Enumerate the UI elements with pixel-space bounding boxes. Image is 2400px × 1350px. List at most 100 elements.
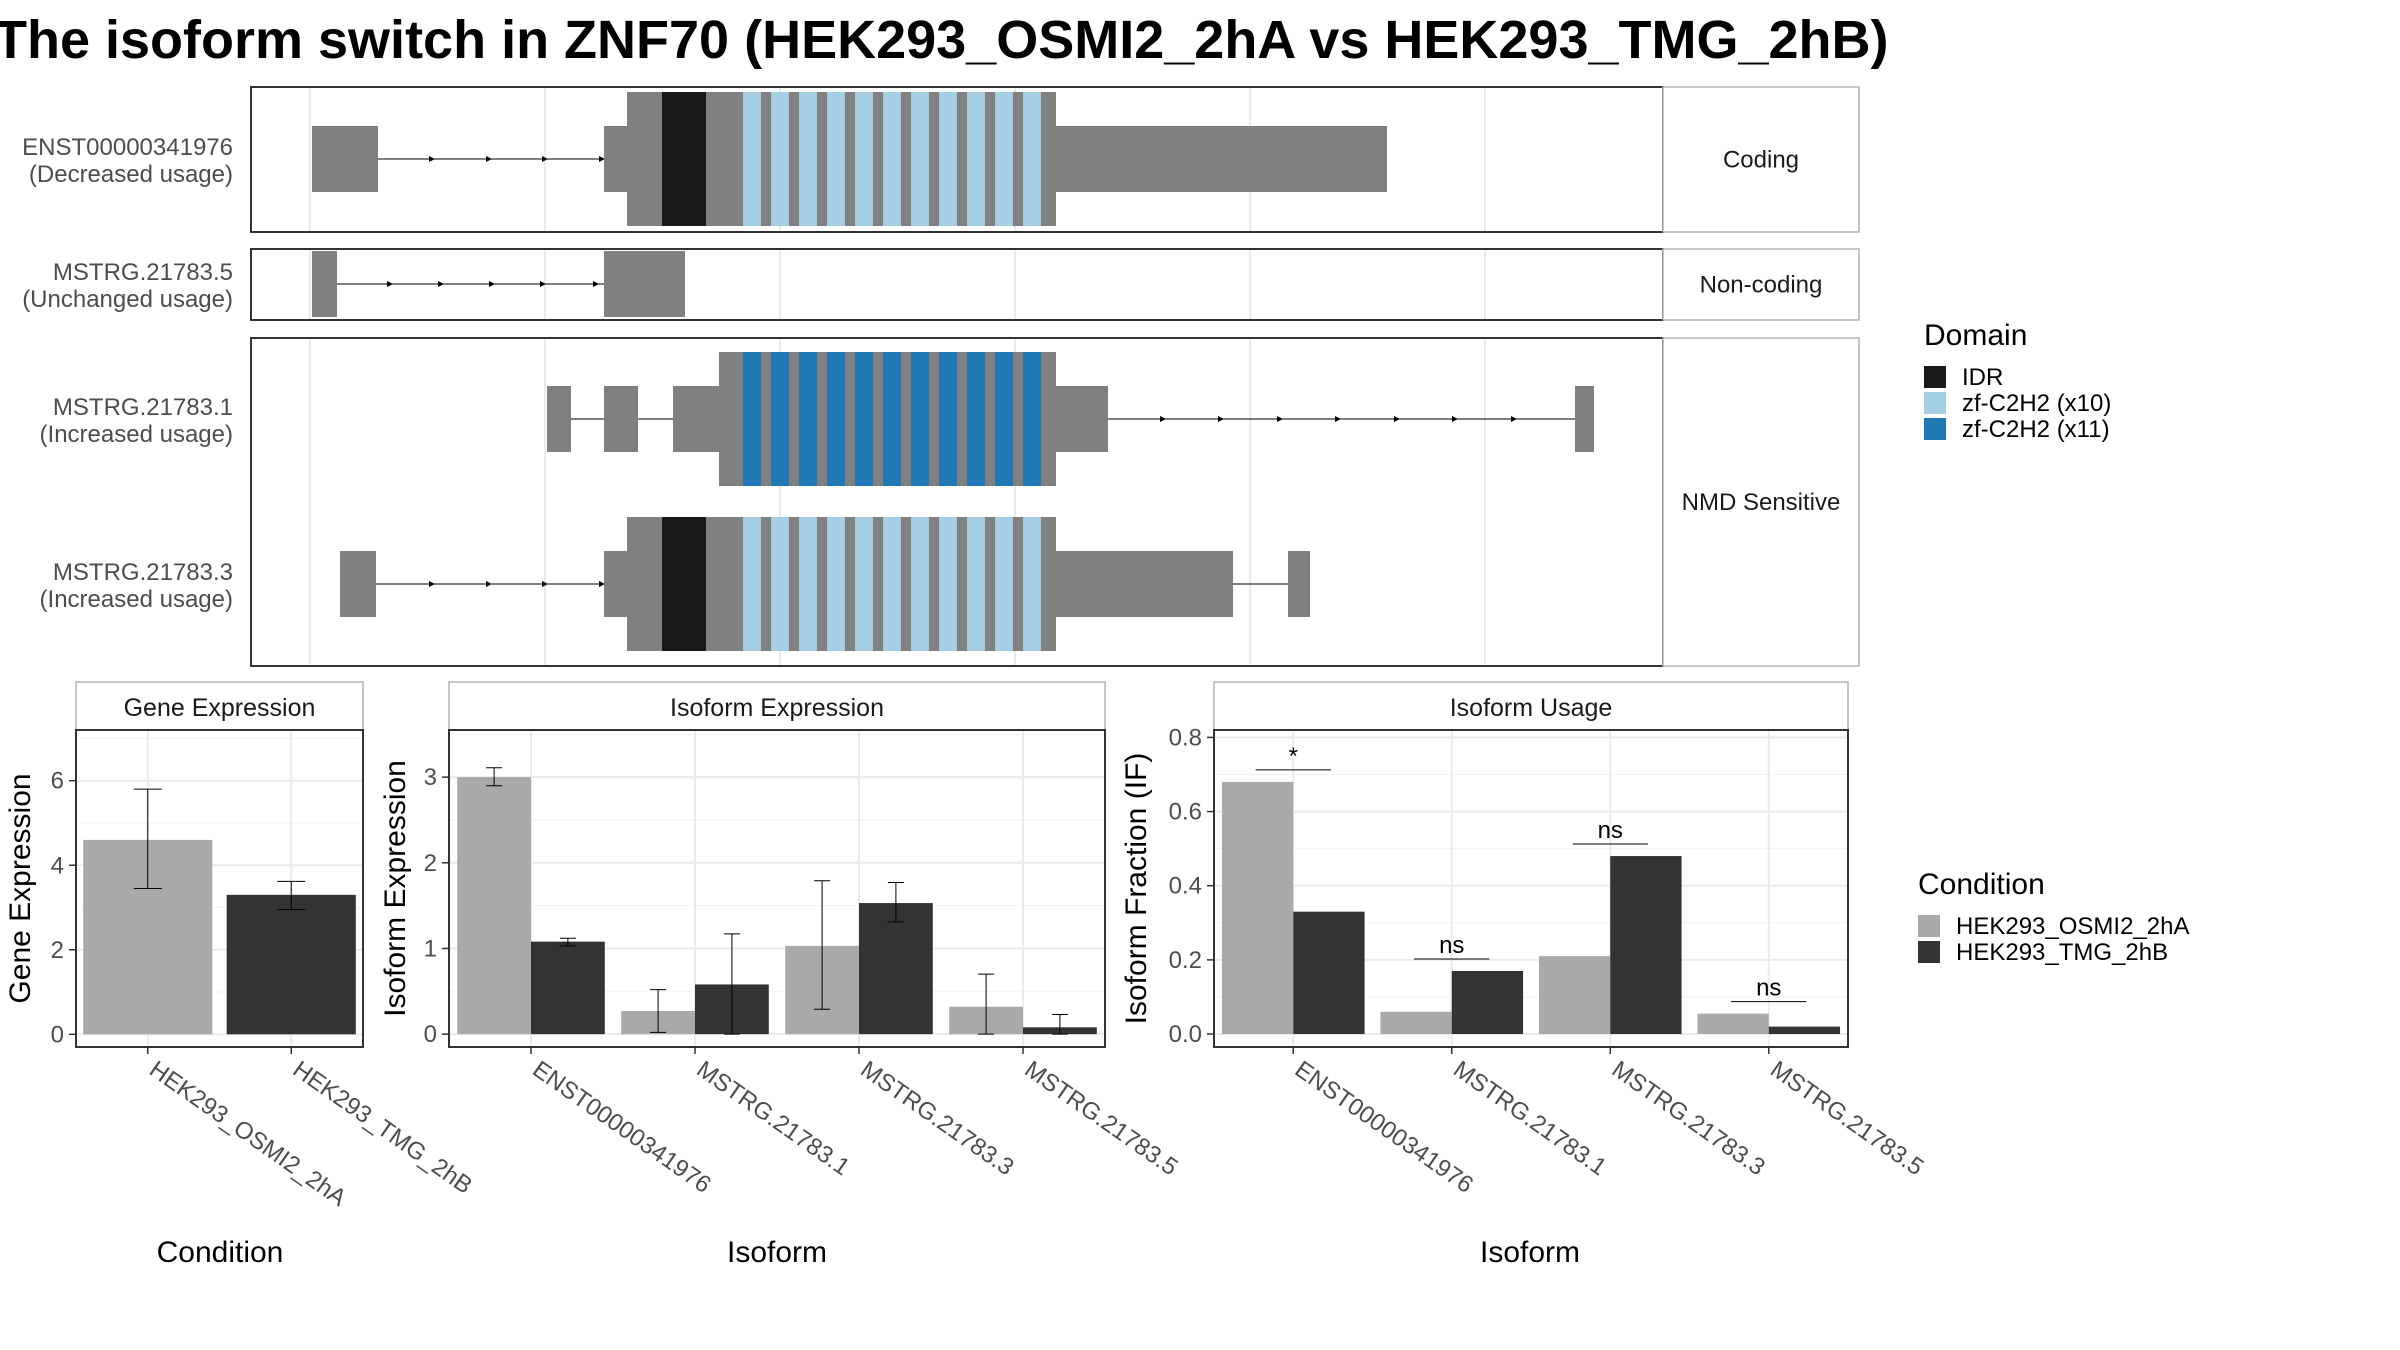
- bar: [1293, 911, 1365, 1035]
- transcript-id-label: MSTRG.21783.5: [53, 259, 233, 286]
- intron-arrow: [486, 156, 492, 162]
- significance-label: *: [1289, 743, 1298, 770]
- domain-legend-label: IDR: [1962, 364, 2003, 391]
- facet-strip: [1662, 337, 1860, 667]
- bar: [1538, 956, 1611, 1035]
- domain-segment: [911, 92, 929, 226]
- figure-title: The isoform switch in ZNF70 (HEK293_OSMI…: [0, 10, 1889, 70]
- x-tick-label: MSTRG.21783.5: [1765, 1056, 1928, 1181]
- domain-legend-label: zf-C2H2 (x11): [1962, 416, 2110, 443]
- bar: [1768, 1026, 1841, 1035]
- chart-2: Isoform Expression0123ENST00000341976MST…: [379, 681, 1183, 1269]
- x-tick-label: MSTRG.21783.1: [1448, 1056, 1611, 1181]
- domain-segment: [743, 92, 761, 226]
- bar: [531, 941, 605, 1035]
- x-axis-title: Condition: [157, 1236, 284, 1269]
- exon: [604, 251, 685, 317]
- y-tick-label: 6: [51, 768, 64, 795]
- chart-strip: [1213, 681, 1849, 731]
- domain-segment: [995, 352, 1013, 486]
- domain-segment: [967, 517, 985, 651]
- intron-arrow: [429, 156, 435, 162]
- utr-exon: [1056, 551, 1233, 617]
- transcript-structure-panel: Coding Non-coding NMD Sensitive ENST0000034…: [22, 86, 1860, 667]
- utr-exon: [604, 126, 627, 192]
- chart-panel-border: [75, 729, 364, 1048]
- domain-segment: [967, 352, 985, 486]
- intron-arrow: [486, 581, 492, 587]
- x-tick-label: MSTRG.21783.5: [1020, 1056, 1183, 1181]
- domain-legend-key: [1924, 418, 1946, 440]
- y-tick-label: 0.0: [1169, 1021, 1202, 1048]
- bar: [1451, 970, 1524, 1035]
- bar: [1610, 856, 1682, 1035]
- y-tick-label: 1: [424, 935, 437, 962]
- facet-strip: [1662, 86, 1860, 233]
- domain-legend-label: zf-C2H2 (x10): [1962, 390, 2111, 417]
- chart-title: Isoform Expression: [670, 694, 884, 722]
- domain-segment: [1023, 517, 1041, 651]
- condition-legend-label: HEK293_OSMI2_2hA: [1956, 913, 2189, 940]
- intron-arrow: [1218, 416, 1224, 422]
- significance-label: ns: [1598, 817, 1623, 844]
- utr-exon: [312, 126, 378, 192]
- intron-arrow: [1335, 416, 1341, 422]
- transcript-id-label: MSTRG.21783.1: [53, 394, 233, 421]
- intron-arrow: [387, 281, 393, 287]
- chart-panel-border: [1213, 729, 1849, 1048]
- domain-segment: [939, 352, 957, 486]
- domain-segment: [771, 517, 789, 651]
- y-axis-title: Isoform Expression: [379, 760, 412, 1017]
- exon: [1288, 551, 1310, 617]
- chart-title: Gene Expression: [124, 694, 316, 722]
- x-tick-label: MSTRG.21783.1: [692, 1056, 855, 1181]
- domain-segment: [883, 92, 901, 226]
- transcript-id-label: MSTRG.21783.3: [53, 559, 233, 586]
- intron-arrow: [540, 281, 546, 287]
- chart-title: Isoform Usage: [1450, 694, 1613, 722]
- facet-strip-label: Non-coding: [1700, 272, 1823, 299]
- condition-legend-key: [1918, 941, 1940, 963]
- bar: [1697, 1013, 1769, 1035]
- domain-segment: [911, 517, 929, 651]
- bar: [859, 903, 933, 1035]
- intron-arrow: [1452, 416, 1458, 422]
- chart-strip: [448, 681, 1106, 731]
- facet-strip: [1662, 248, 1860, 321]
- intron-arrow: [593, 281, 599, 287]
- domain-segment: [799, 92, 817, 226]
- intron-arrow: [489, 281, 495, 287]
- domain-segment: [827, 352, 845, 486]
- utr-exon: [1056, 126, 1387, 192]
- condition-legend-label: HEK293_TMG_2hB: [1956, 939, 2168, 966]
- domain-segment: [771, 92, 789, 226]
- y-axis-title: Gene Expression: [4, 773, 37, 1003]
- bar: [1221, 781, 1294, 1035]
- intron-arrow: [429, 581, 435, 587]
- exon: [1575, 386, 1594, 452]
- domain-segment: [743, 352, 761, 486]
- utr-exon: [1056, 386, 1108, 452]
- facet-strip-label: NMD Sensitive: [1682, 489, 1841, 516]
- intron-arrow: [1511, 416, 1517, 422]
- condition-legend-title: Condition: [1918, 868, 2045, 901]
- domain-segment: [771, 352, 789, 486]
- chart-3: Isoform Usage0.00.20.40.60.8*nsnsnsENST0…: [1120, 681, 1928, 1269]
- y-tick-label: 0.4: [1169, 873, 1202, 900]
- utr-exon: [604, 551, 627, 617]
- domain-segment: [995, 517, 1013, 651]
- transcript-usage-label: (Increased usage): [40, 421, 233, 448]
- bar-charts: Gene Expression0246HEK293_OSMI2_2hAHEK29…: [4, 681, 1928, 1269]
- domain-segment: [799, 352, 817, 486]
- intron-arrow: [438, 281, 444, 287]
- domain-segment: [967, 92, 985, 226]
- chart-panel-border: [448, 729, 1106, 1048]
- domain-legend-key: [1924, 366, 1946, 388]
- intron-arrow: [599, 156, 605, 162]
- x-axis-title: Isoform: [727, 1236, 827, 1269]
- y-tick-label: 0.2: [1169, 947, 1202, 974]
- x-tick-label: ENST00000341976: [528, 1056, 716, 1199]
- domain-segment: [855, 352, 873, 486]
- domain-segment: [855, 517, 873, 651]
